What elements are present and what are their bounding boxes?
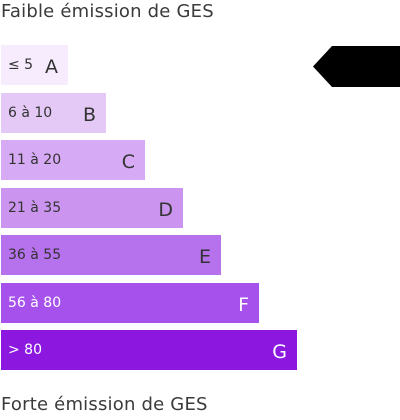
bar-range-label: > 80 — [8, 342, 42, 358]
bar-range-label: 6 à 10 — [8, 105, 53, 121]
selected-class-marker — [313, 46, 400, 87]
bar-a: ≤ 5 A — [1, 45, 68, 85]
bar-range-label: ≤ 5 — [8, 57, 34, 73]
bar-range-label: 11 à 20 — [8, 152, 62, 168]
bar-class-letter: B — [82, 104, 96, 126]
bar-b: 6 à 10 B — [1, 93, 106, 133]
bar-class-letter: E — [198, 246, 211, 268]
marker-arrow-shape — [313, 46, 400, 87]
bar-range-label: 56 à 80 — [8, 295, 62, 311]
bar-range-label: 36 à 55 — [8, 247, 62, 263]
bottom-caption: Forte émission de GES — [1, 394, 208, 415]
bar-c: 11 à 20 C — [1, 140, 145, 180]
bar-class-letter: G — [272, 341, 287, 363]
bar-f: 56 à 80 F — [1, 283, 259, 323]
bar-g: > 80 G — [1, 330, 297, 370]
bar-e: 36 à 55 E — [1, 235, 221, 275]
bar-class-letter: F — [238, 294, 249, 316]
top-caption: Faible émission de GES — [1, 1, 214, 22]
bar-range-label: 21 à 35 — [8, 200, 62, 216]
bar-d: 21 à 35 D — [1, 188, 183, 228]
bar-class-letter: D — [158, 199, 173, 221]
bar-class-letter: C — [121, 151, 135, 173]
bar-class-letter: A — [45, 56, 58, 78]
